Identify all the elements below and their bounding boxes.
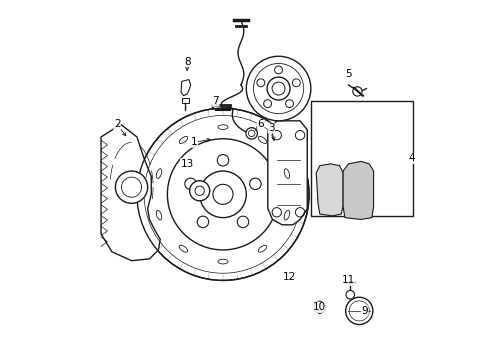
Text: 11: 11 <box>341 275 354 285</box>
Circle shape <box>345 297 372 324</box>
Text: 1: 1 <box>191 138 197 147</box>
Circle shape <box>249 178 261 190</box>
Circle shape <box>246 56 310 121</box>
Text: 2: 2 <box>114 120 120 129</box>
Polygon shape <box>267 121 306 225</box>
Circle shape <box>199 171 246 218</box>
Polygon shape <box>314 301 325 314</box>
Circle shape <box>184 178 196 190</box>
Circle shape <box>237 216 248 228</box>
Text: 6: 6 <box>257 120 264 129</box>
Circle shape <box>197 216 208 228</box>
Polygon shape <box>316 164 343 216</box>
Circle shape <box>266 77 289 100</box>
Circle shape <box>245 128 257 139</box>
Text: 4: 4 <box>407 153 414 163</box>
Polygon shape <box>181 80 190 96</box>
Bar <box>182 98 188 103</box>
Text: 12: 12 <box>282 272 295 282</box>
Text: 10: 10 <box>313 302 325 312</box>
Text: 5: 5 <box>345 69 351 79</box>
Polygon shape <box>101 125 160 261</box>
Circle shape <box>137 108 308 280</box>
Circle shape <box>217 154 228 166</box>
Circle shape <box>115 171 147 203</box>
Circle shape <box>352 87 362 96</box>
Text: 9: 9 <box>361 306 367 316</box>
Circle shape <box>189 181 209 201</box>
Bar <box>310 101 412 216</box>
Polygon shape <box>343 161 373 220</box>
Circle shape <box>346 291 354 299</box>
Text: 13: 13 <box>180 159 193 169</box>
Text: 8: 8 <box>183 57 190 67</box>
Text: 7: 7 <box>212 96 219 106</box>
Text: 3: 3 <box>267 123 274 133</box>
